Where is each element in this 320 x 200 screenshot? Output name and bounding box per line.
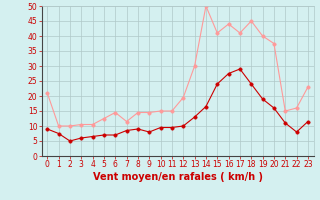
- X-axis label: Vent moyen/en rafales ( km/h ): Vent moyen/en rafales ( km/h ): [92, 172, 263, 182]
